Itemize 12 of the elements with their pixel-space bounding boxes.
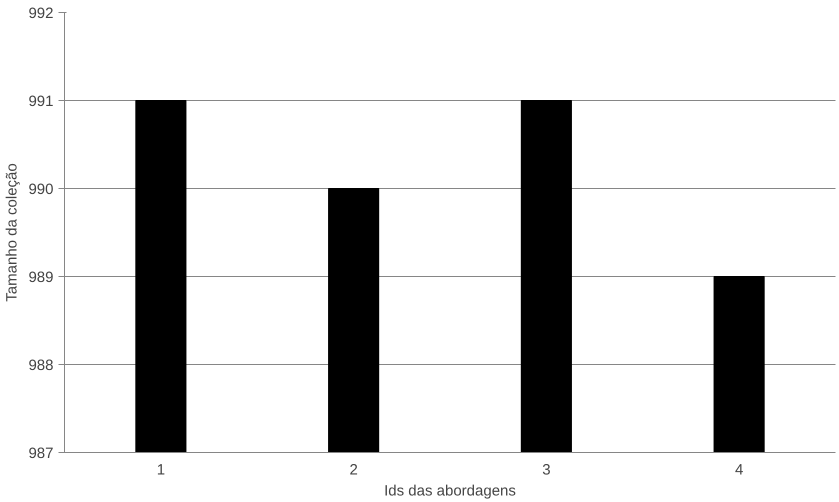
y-tick-label: 990: [28, 181, 54, 198]
x-axis-title: Ids das abordagens: [384, 482, 516, 500]
x-tick-label: 4: [734, 462, 744, 478]
y-tick-label: 991: [28, 93, 54, 110]
y-tick-label: 988: [28, 357, 54, 374]
y-tick-label: 987: [28, 445, 54, 462]
x-tick-label: 3: [542, 462, 551, 478]
y-axis-title: Tamanho da coleção: [3, 163, 20, 302]
x-tick-label: 2: [349, 462, 358, 478]
y-tick-label: 989: [28, 269, 54, 286]
x-tick-label: 1: [156, 462, 166, 478]
y-tick-label: 992: [28, 5, 54, 22]
